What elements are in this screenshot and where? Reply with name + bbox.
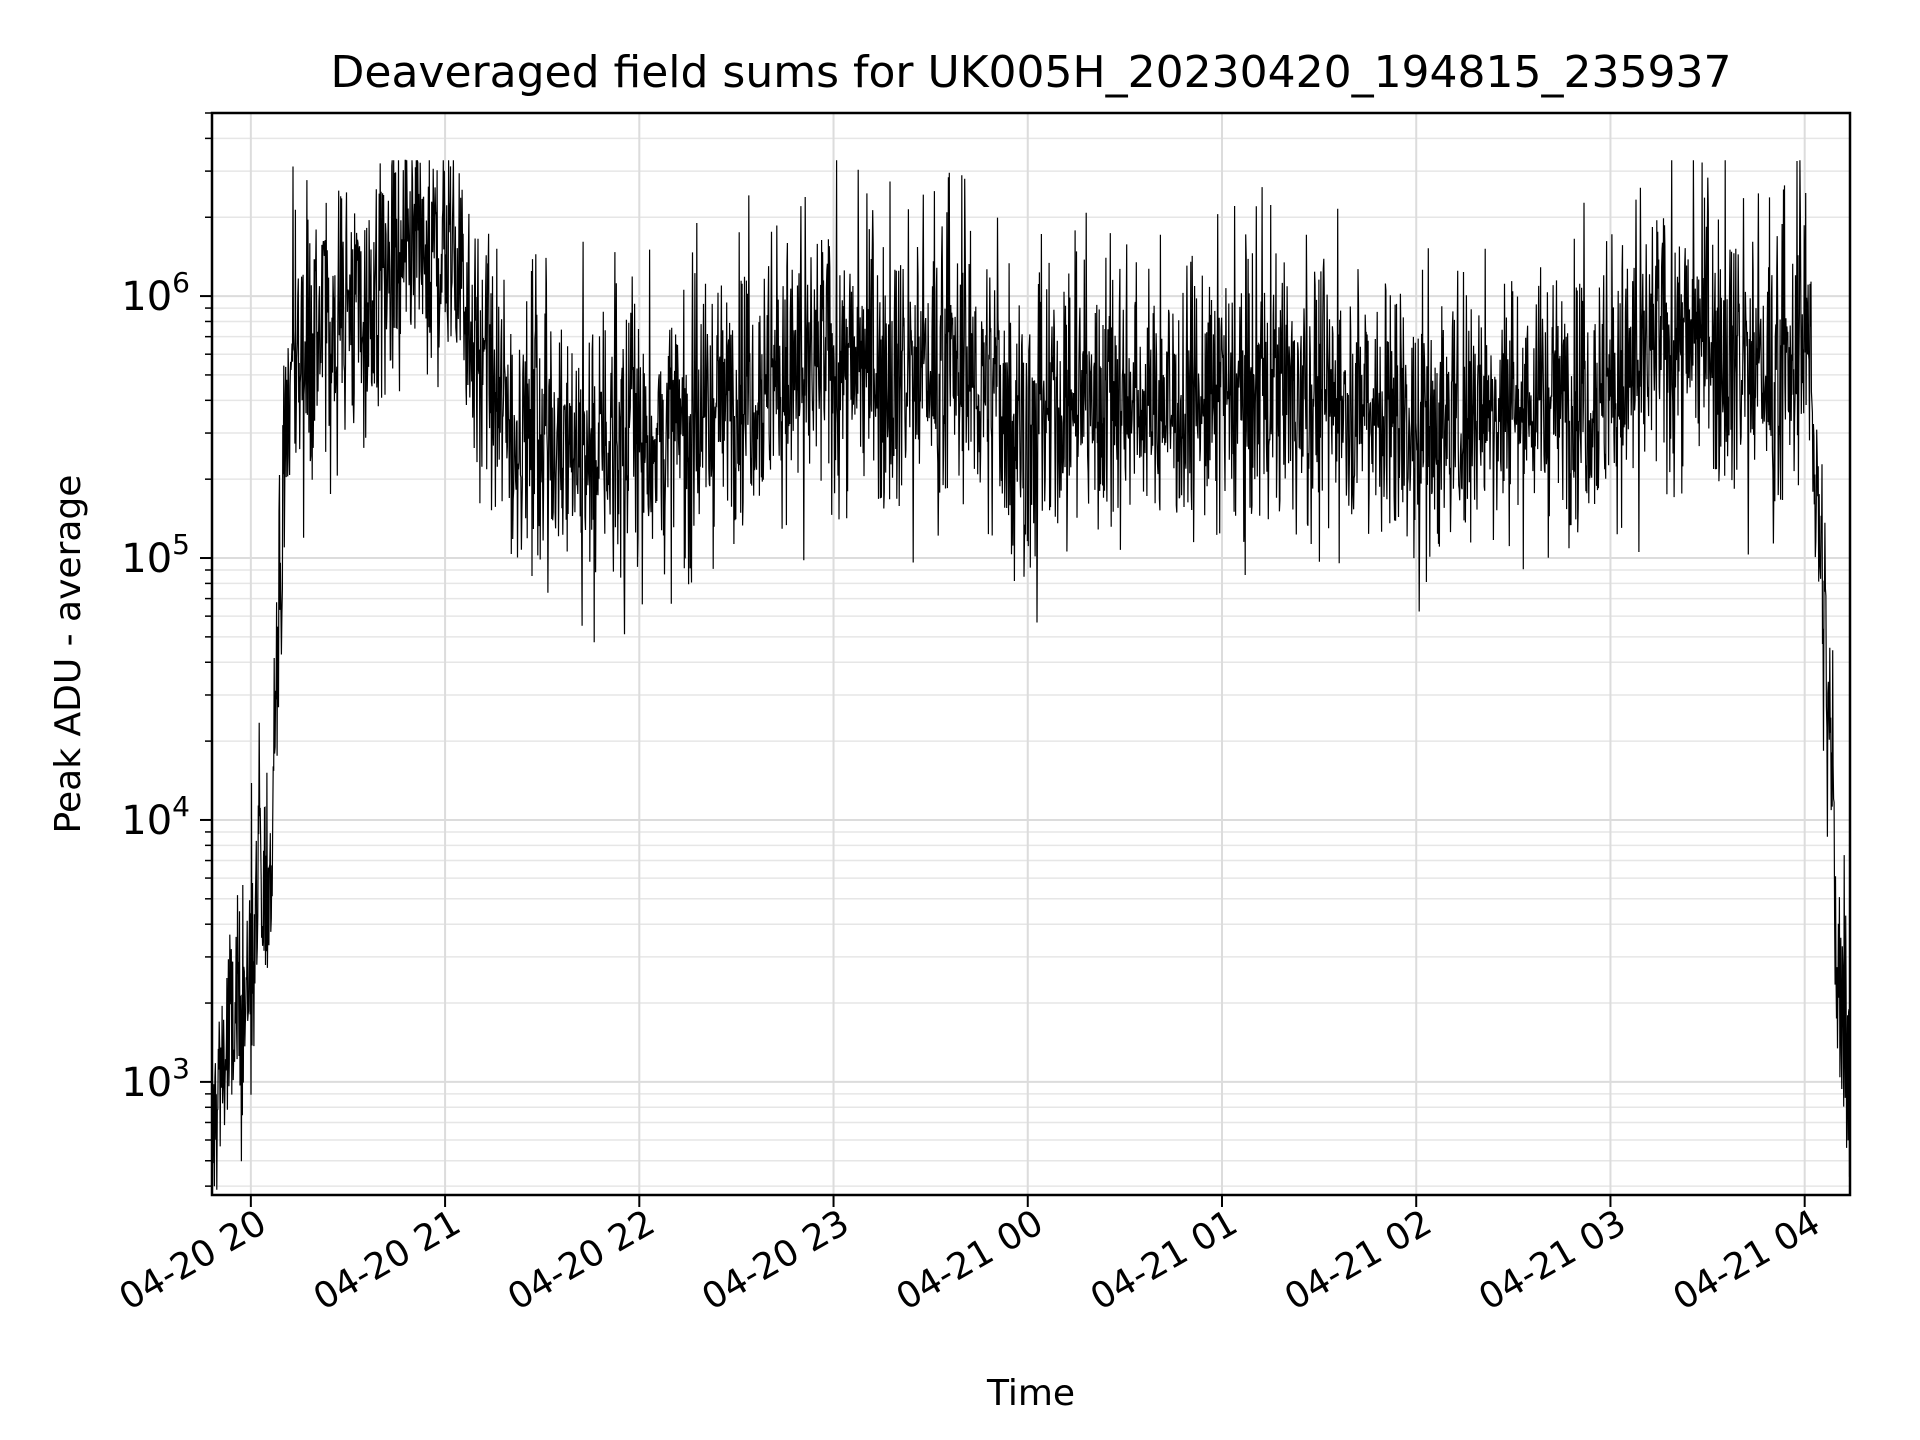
y-tick-label: 105 [121,528,190,582]
series-line [211,159,1851,1190]
x-tick-label: 04-20 22 [501,1202,662,1318]
x-tick-label: 04-21 04 [1667,1202,1828,1318]
y-tick-label: 104 [121,790,190,844]
y-axis: 103 104 105 106 [121,112,212,1187]
y-tick-label: 106 [121,266,190,320]
x-tick-label: 04-20 23 [695,1202,856,1318]
x-tick-label: 04-21 00 [890,1202,1051,1318]
chart-title: Deaveraged field sums for UK005H_2023042… [331,47,1732,98]
x-tick-label: 04-20 20 [113,1202,274,1318]
x-tick-label: 04-21 03 [1472,1202,1633,1318]
x-tick-label: 04-21 02 [1278,1202,1439,1318]
plot-frame [210,111,1852,1197]
x-tick-label: 04-20 21 [307,1202,468,1318]
y-axis-label: Peak ADU - average [48,475,89,834]
x-axis: 04-20 20 04-20 21 04-20 22 04-20 23 04-21 00… [113,1195,1828,1319]
series-layer [211,159,1851,1190]
y-tick-label: 103 [121,1052,190,1106]
x-axis-label: Time [986,1373,1075,1414]
x-tick-label: 04-21 01 [1084,1202,1245,1318]
